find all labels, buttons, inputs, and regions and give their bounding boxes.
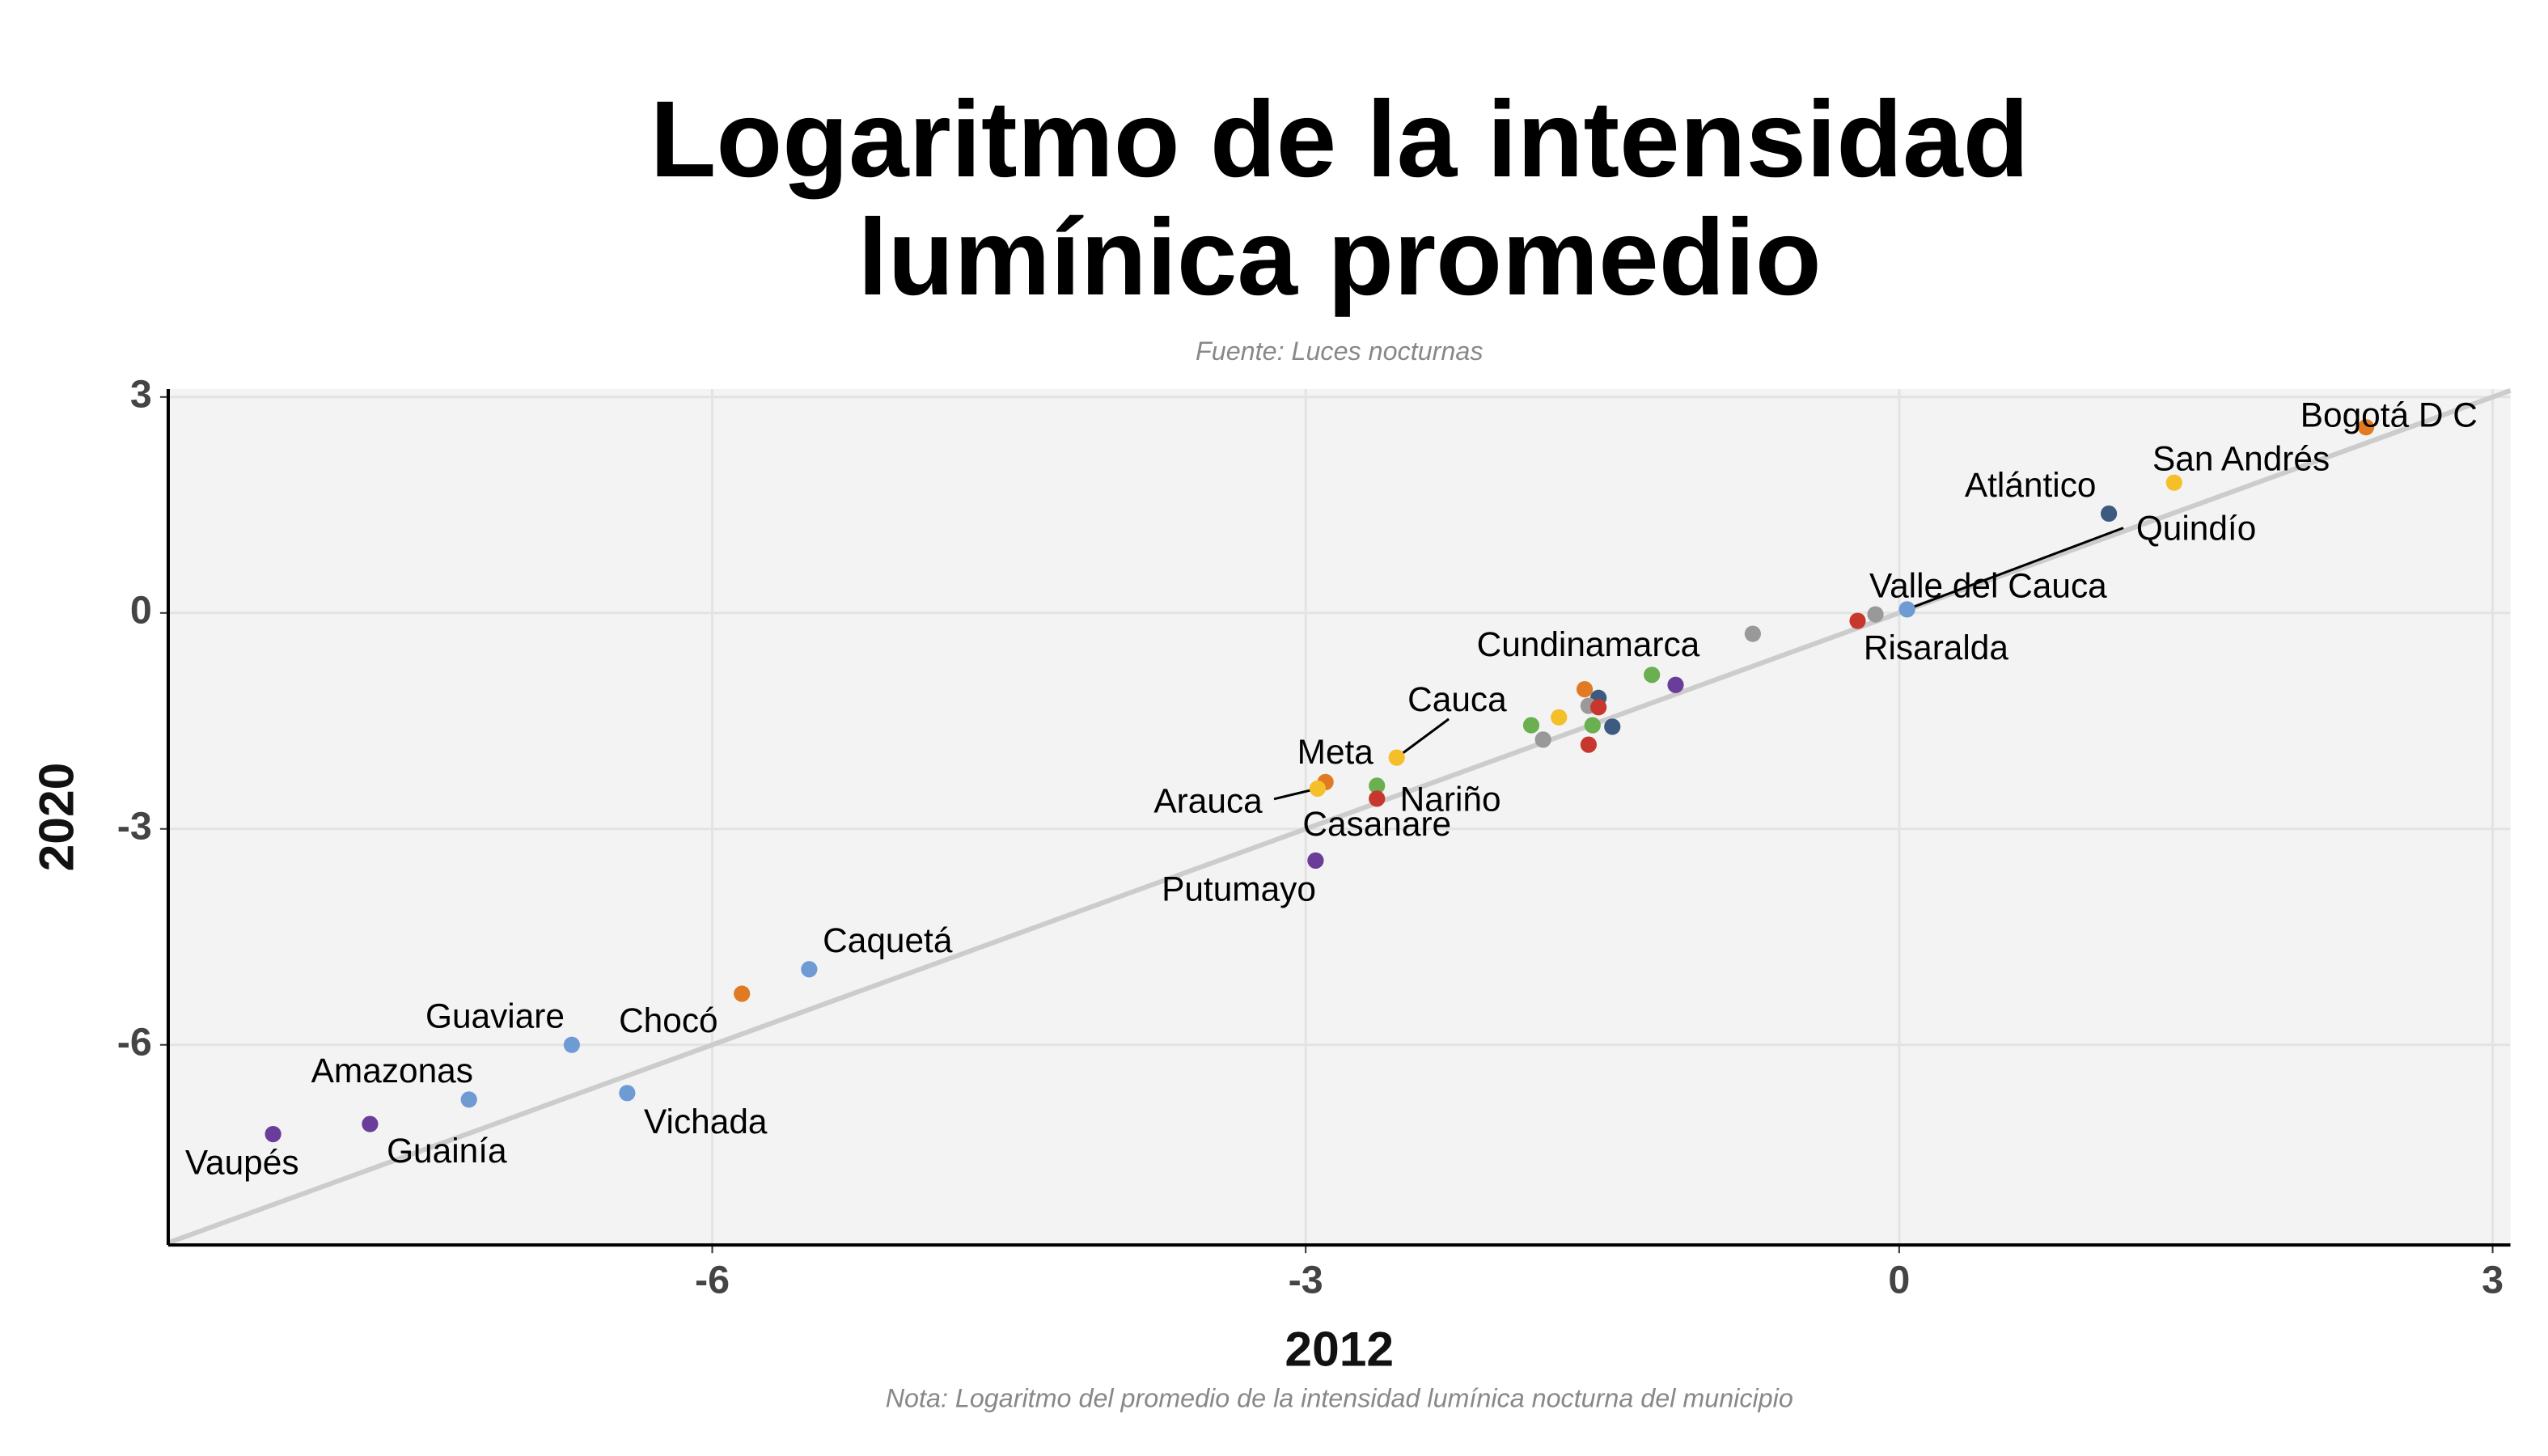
point-label: Guainía bbox=[387, 1132, 507, 1170]
point bbox=[619, 1085, 636, 1102]
point bbox=[265, 1125, 281, 1143]
point bbox=[1584, 717, 1601, 734]
point bbox=[460, 1091, 477, 1108]
point-label: Valle del Cauca bbox=[1869, 566, 2107, 604]
point-label: Vichada bbox=[644, 1103, 768, 1141]
point-label: Bogotá D C bbox=[2300, 396, 2478, 434]
point bbox=[1898, 601, 1915, 618]
y-tick-label: 0 bbox=[130, 589, 152, 633]
point bbox=[1667, 676, 1684, 693]
point bbox=[1522, 717, 1540, 734]
point bbox=[801, 961, 818, 978]
x-tick-label: -6 bbox=[695, 1258, 730, 1302]
x-tick-label: -3 bbox=[1289, 1258, 1323, 1302]
point bbox=[1644, 667, 1661, 684]
point-label: Cundinamarca bbox=[1477, 625, 1700, 663]
point-label: Chocó bbox=[619, 1001, 718, 1039]
caption: Nota: Logaritmo del promedio de la inten… bbox=[886, 1383, 1793, 1412]
point-label: Risaralda bbox=[1864, 629, 2008, 667]
point-label: San Andrés bbox=[2152, 440, 2330, 478]
point-label: Meta bbox=[1297, 733, 1374, 771]
point bbox=[2357, 419, 2375, 436]
point-label: Caquetá bbox=[823, 921, 953, 959]
point bbox=[1388, 749, 1405, 766]
point-label: Cauca bbox=[1407, 680, 1507, 718]
point bbox=[1580, 736, 1598, 753]
point-label: Casanare bbox=[1302, 805, 1451, 843]
point bbox=[1534, 731, 1551, 748]
point bbox=[1551, 709, 1568, 726]
point-label: Vaupés bbox=[185, 1144, 299, 1182]
leader-line bbox=[1907, 527, 2124, 611]
point bbox=[1590, 699, 1607, 716]
y-axis-title: 2020 bbox=[29, 763, 84, 872]
point bbox=[1867, 606, 1884, 623]
y-tick-label: -6 bbox=[117, 1020, 152, 1064]
x-tick-label: 3 bbox=[2482, 1258, 2504, 1302]
point-label: Atlántico bbox=[1965, 466, 2097, 504]
y-tick-label: 3 bbox=[130, 373, 152, 417]
point bbox=[1849, 612, 1866, 629]
point bbox=[1369, 790, 1386, 807]
point bbox=[1369, 777, 1386, 794]
point bbox=[1309, 780, 1326, 797]
point-label: Quindío bbox=[2136, 510, 2256, 548]
point-label: Putumayo bbox=[1162, 870, 1316, 908]
x-tick-label: 0 bbox=[1888, 1258, 1910, 1302]
x-axis-title: 2012 bbox=[1285, 1321, 1394, 1376]
chart-title: Logaritmo de la intensidad lumínica prom… bbox=[650, 79, 2030, 318]
point bbox=[563, 1036, 580, 1053]
point-label: Guaviare bbox=[425, 997, 565, 1035]
point bbox=[1307, 852, 1324, 869]
point-label: Amazonas bbox=[311, 1052, 473, 1090]
point bbox=[1604, 718, 1621, 735]
point bbox=[734, 985, 751, 1002]
leader-line bbox=[1395, 717, 1450, 759]
point bbox=[1744, 625, 1761, 642]
reference-line bbox=[167, 387, 2512, 1246]
point bbox=[1576, 680, 1594, 698]
point-label: Arauca bbox=[1153, 781, 1263, 819]
point bbox=[2101, 505, 2118, 523]
point bbox=[362, 1115, 379, 1132]
subtitle: Fuente: Luces nocturnas bbox=[1196, 336, 1483, 366]
y-tick-label: -3 bbox=[117, 805, 152, 849]
point bbox=[2165, 474, 2182, 491]
point-label: Nariño bbox=[1400, 781, 1501, 819]
